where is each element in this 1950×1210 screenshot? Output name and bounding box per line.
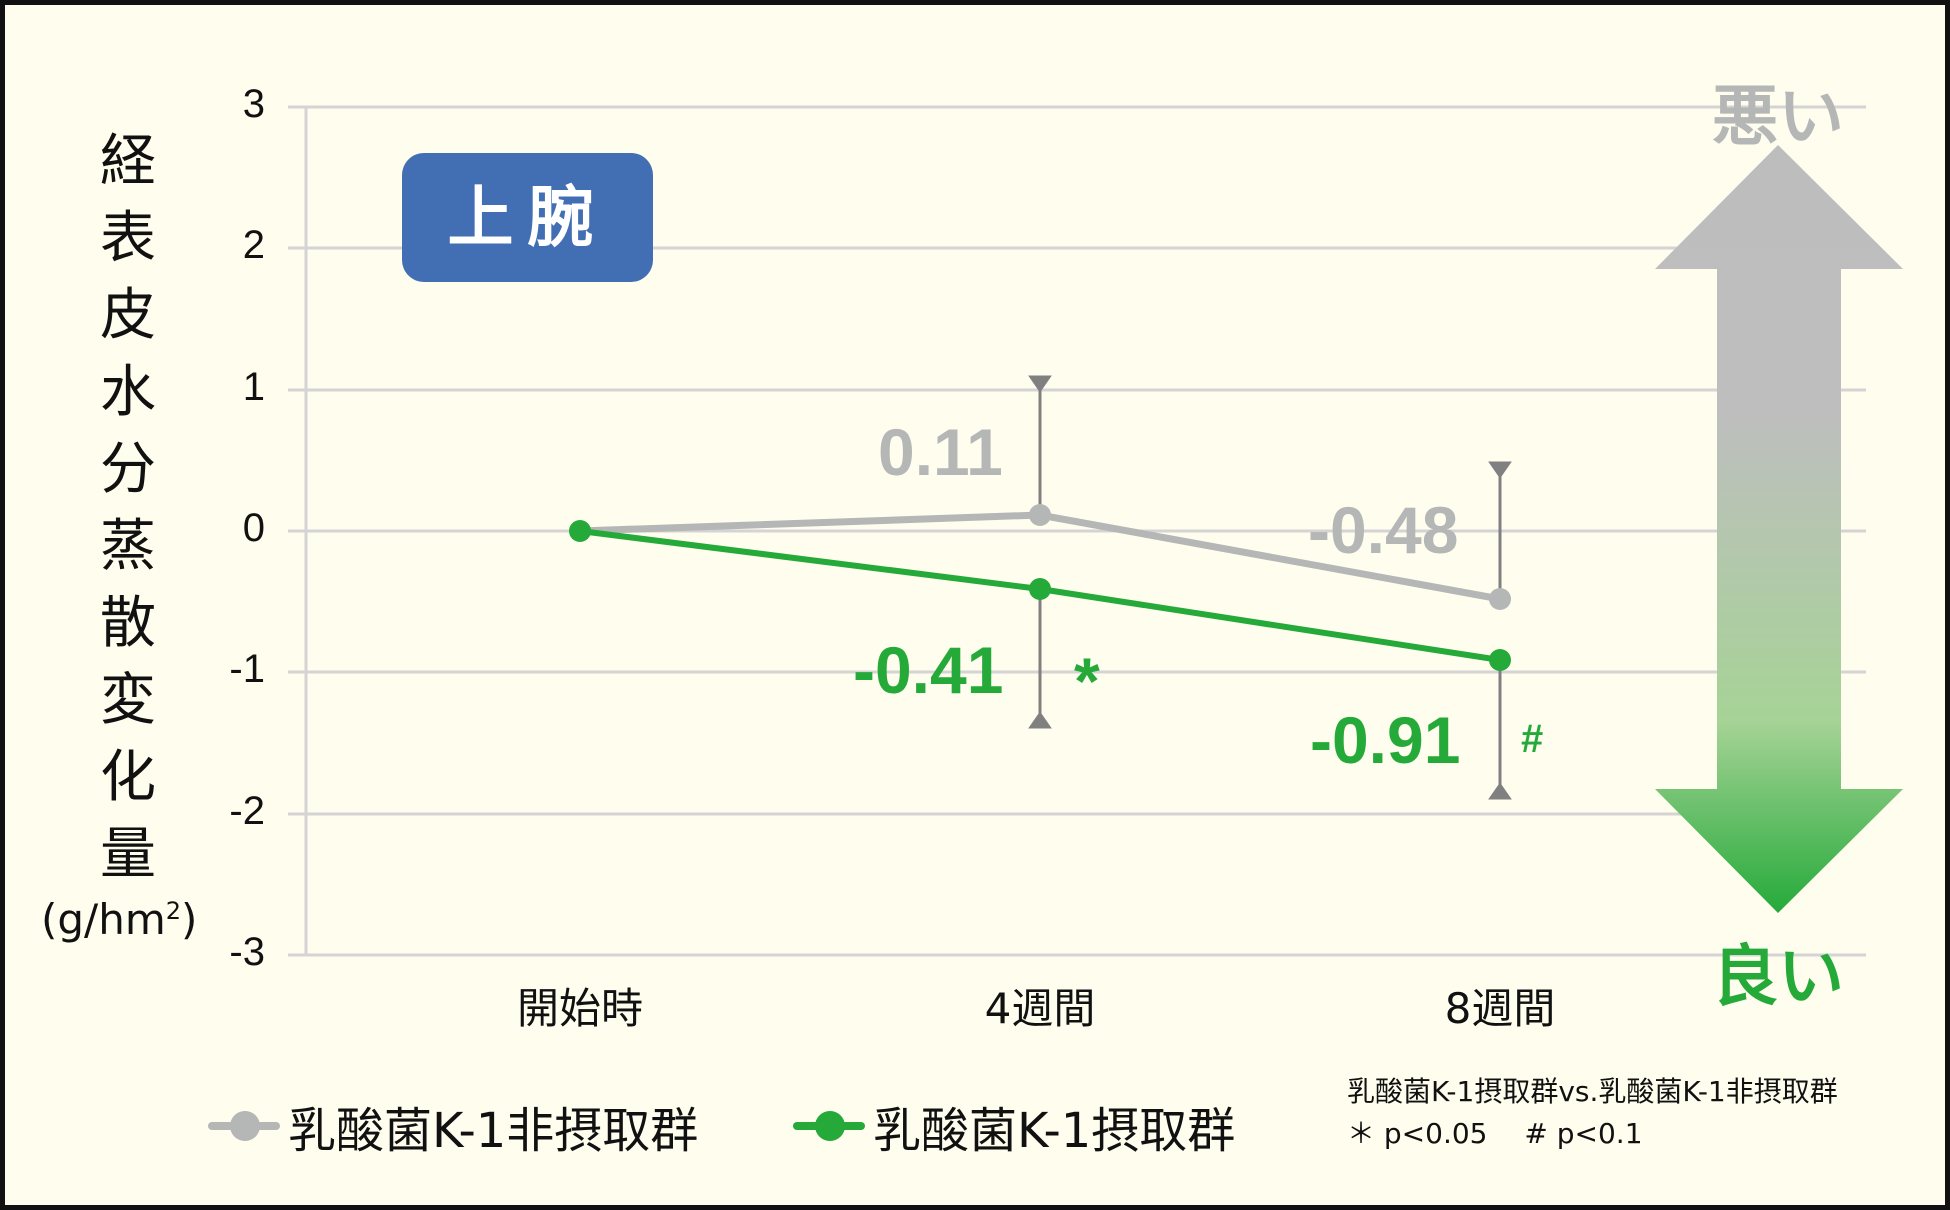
direction-arrow-icon (1655, 145, 1903, 913)
y-tick: 2 (242, 223, 265, 267)
series-points-non-intake (1029, 504, 1511, 610)
y-tick: -3 (229, 930, 265, 974)
value-label-non-intake-4w: 0.11 (878, 415, 1003, 489)
significance-note: ＊ p<0.05 # p<0.1 (1347, 1117, 1643, 1150)
y-axis-title: 経 表 皮 水 分 蒸 散 変 化 量 (100, 129, 156, 887)
legend-item-intake: 乳酸菌K-1摂取群 (793, 1091, 1235, 1161)
y-tick: -2 (229, 789, 265, 833)
significance-hash: # (1521, 717, 1544, 761)
legend-line-marker-icon (793, 1111, 865, 1141)
value-label-intake-4w: -0.41 (853, 633, 1004, 707)
x-tick: 4週間 (984, 984, 1096, 1033)
value-label-intake-8w: -0.91 (1310, 703, 1461, 777)
series-points-intake (569, 520, 1511, 671)
legend-line-marker-icon (208, 1111, 280, 1141)
error-bars (1028, 375, 1512, 800)
x-tick: 8週間 (1444, 984, 1556, 1033)
y-tick: 0 (242, 506, 265, 550)
comparison-note: 乳酸菌K-1摂取群vs.乳酸菌K-1非摂取群 (1347, 1075, 1838, 1108)
significance-asterisk: * (1074, 644, 1100, 718)
value-label-non-intake-8w: -0.48 (1308, 493, 1459, 567)
x-tick: 開始時 (516, 984, 644, 1033)
y-tick: 3 (242, 82, 265, 126)
region-badge: 上腕 (402, 153, 653, 282)
better-label: 良い (1712, 938, 1844, 1015)
y-tick: 1 (242, 365, 265, 409)
legend-item-non-intake: 乳酸菌K-1非摂取群 (208, 1091, 698, 1161)
y-tick: -1 (229, 647, 265, 691)
worse-label: 悪い (1712, 78, 1844, 155)
y-axis-unit: (g/hm2) (41, 895, 198, 944)
